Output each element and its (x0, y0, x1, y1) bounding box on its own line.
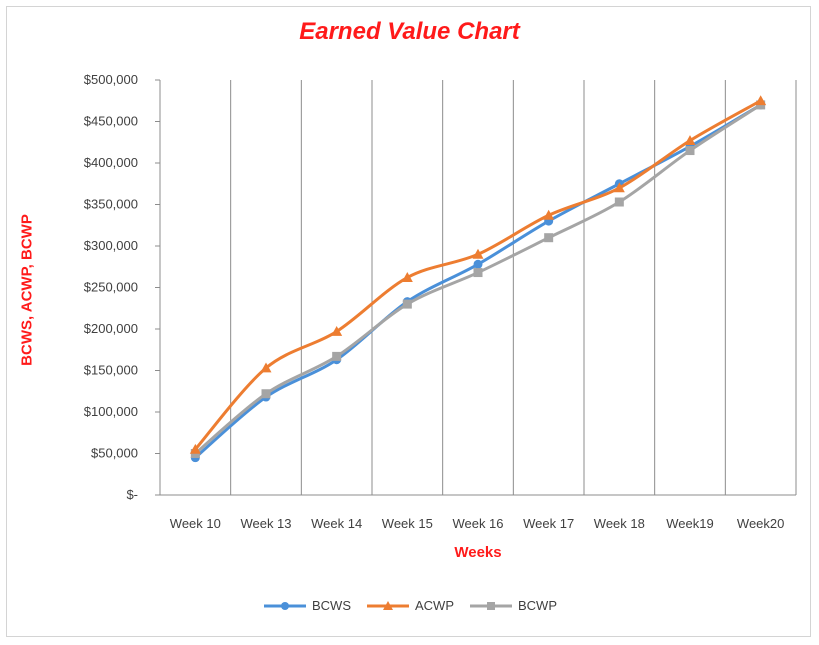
legend-item-bcws: BCWS (262, 598, 351, 613)
legend-label-bcws: BCWS (312, 598, 351, 613)
x-tick-label: Week20 (737, 516, 784, 531)
data-point-acwp (755, 95, 766, 105)
legend-label-bcwp: BCWP (518, 598, 557, 613)
data-point-bcwp (403, 300, 412, 309)
y-tick-label: $300,000 (84, 238, 138, 253)
series-group (190, 95, 766, 462)
legend-marker-bcwp (487, 602, 495, 610)
data-point-bcwp (474, 268, 483, 277)
x-axis-title: Weeks (160, 544, 796, 561)
series-line-bcws (195, 105, 760, 458)
legend-item-bcwp: BCWP (468, 598, 557, 613)
x-tick-label: Week 18 (594, 516, 645, 531)
y-tick-label: $150,000 (84, 363, 138, 378)
y-tick-label: $200,000 (84, 321, 138, 336)
y-tick-label: $350,000 (84, 197, 138, 212)
y-tick-label: $- (126, 487, 138, 502)
y-tick-label: $450,000 (84, 114, 138, 129)
x-tick-label: Week 10 (170, 516, 221, 531)
y-tick-labels: $- $50,000 $100,000 $150,000 $200,000 $250,00… (84, 72, 138, 502)
legend-item-acwp: ACWP (365, 598, 454, 613)
legend-label-acwp: ACWP (415, 598, 454, 613)
legend-swatch-acwp (365, 599, 411, 613)
x-tick-label: Week 15 (382, 516, 433, 531)
legend-marker-bcws (281, 602, 289, 610)
series-line-bcwp (195, 105, 760, 454)
x-tick-label: Week 17 (523, 516, 574, 531)
y-tick-label: $50,000 (91, 446, 138, 461)
data-point-bcwp (544, 233, 553, 242)
x-tick-label: Week19 (666, 516, 713, 531)
data-point-bcwp (332, 352, 341, 361)
y-tick-label: $400,000 (84, 155, 138, 170)
data-point-bcwp (262, 389, 271, 398)
y-tick-label: $500,000 (84, 72, 138, 87)
legend-swatch-bcwp (468, 599, 514, 613)
y-tick-label: $100,000 (84, 404, 138, 419)
data-point-bcwp (686, 146, 695, 155)
legend: BCWS ACWP BCWP (0, 598, 819, 613)
legend-swatch-bcws (262, 599, 308, 613)
x-tick-label: Week 16 (452, 516, 503, 531)
data-point-bcwp (615, 198, 624, 207)
data-point-bcws (474, 260, 483, 269)
x-tick-labels: Week 10 Week 13 Week 14 Week 15 Week 16 Week … (170, 516, 785, 531)
x-tick-label: Week 13 (240, 516, 291, 531)
y-tick-label: $250,000 (84, 280, 138, 295)
series-bcws (191, 100, 765, 462)
x-tick-label: Week 14 (311, 516, 362, 531)
